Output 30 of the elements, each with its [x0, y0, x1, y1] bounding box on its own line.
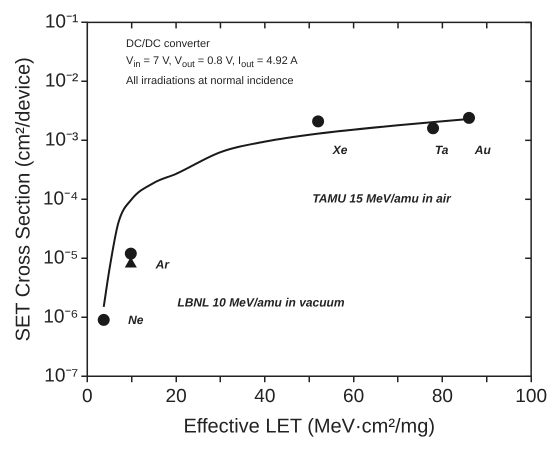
y-tick-label: 10⁻⁷	[44, 365, 78, 386]
point	[312, 115, 324, 128]
y-tick-label: 10⁻¹	[44, 12, 78, 33]
point	[98, 314, 110, 326]
y-tick-label: 10⁻⁶	[43, 306, 78, 328]
x-tick-label: 80	[432, 386, 453, 407]
annotation: Ta	[434, 143, 449, 158]
annotation: DC/DC converter	[126, 37, 211, 52]
annotation: Ar	[154, 257, 170, 272]
annotation: All irradiations at normal incidence	[126, 74, 295, 90]
annotation: LBNL 10 MeV/amu in vacuum	[177, 296, 345, 310]
annotation: Xe	[332, 143, 348, 158]
annotation: Au	[474, 143, 492, 158]
y-tick-label: 10⁻⁵	[43, 248, 78, 268]
x-tick-label: 100	[515, 386, 547, 407]
point	[124, 248, 137, 260]
annotation: V$_{in}$ = 7 V, V$_{out}$ = 0.8 V, I$_{out}$ = 4.92 A	[126, 54, 298, 72]
annotation: TAMU 15 MeV/amu in air	[312, 192, 452, 206]
annotation: Ne	[128, 312, 144, 327]
x-axis-title: Effective LET (MeV·cm²/mg)	[183, 416, 435, 438]
x-tick-label: 60	[343, 386, 364, 407]
point	[427, 122, 440, 134]
y-axis-title: SET Cross Section (cm²/device)	[12, 57, 35, 342]
point	[463, 112, 476, 124]
y-tick-label: 10⁻³	[44, 130, 78, 151]
y-tick-label: 10⁻⁴	[42, 188, 78, 210]
y-tick-label: 10⁻²	[44, 70, 78, 92]
x-tick-label: 20	[166, 386, 187, 407]
x-tick-label: 0	[82, 386, 93, 407]
x-tick-label: 40	[254, 386, 276, 407]
